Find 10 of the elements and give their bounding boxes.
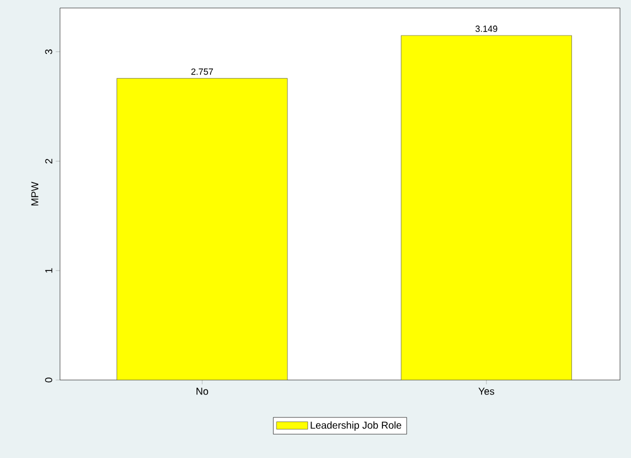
data-label: 3.149: [475, 26, 498, 32]
y-tick-label: 0: [45, 378, 52, 382]
legend-label: Leadership Job Role: [310, 421, 402, 431]
y-axis-title: MPW: [31, 182, 38, 206]
y-tick-label: 1: [45, 268, 52, 273]
x-tick-label: Yes: [478, 388, 494, 395]
data-label: 2.757: [191, 68, 213, 75]
x-tick-label: No: [196, 388, 208, 395]
y-tick-label: 2: [45, 158, 52, 164]
y-tick-label: 3: [45, 49, 52, 54]
